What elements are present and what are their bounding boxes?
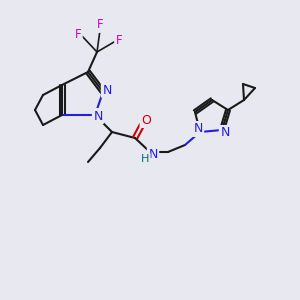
Text: F: F — [116, 34, 122, 46]
Text: N: N — [93, 110, 103, 122]
Text: N: N — [193, 122, 203, 136]
Text: O: O — [141, 113, 151, 127]
Text: F: F — [97, 19, 103, 32]
Text: N: N — [220, 127, 230, 140]
Text: H: H — [141, 154, 149, 164]
Text: N: N — [148, 148, 158, 160]
Text: F: F — [75, 28, 81, 40]
Text: N: N — [102, 83, 112, 97]
